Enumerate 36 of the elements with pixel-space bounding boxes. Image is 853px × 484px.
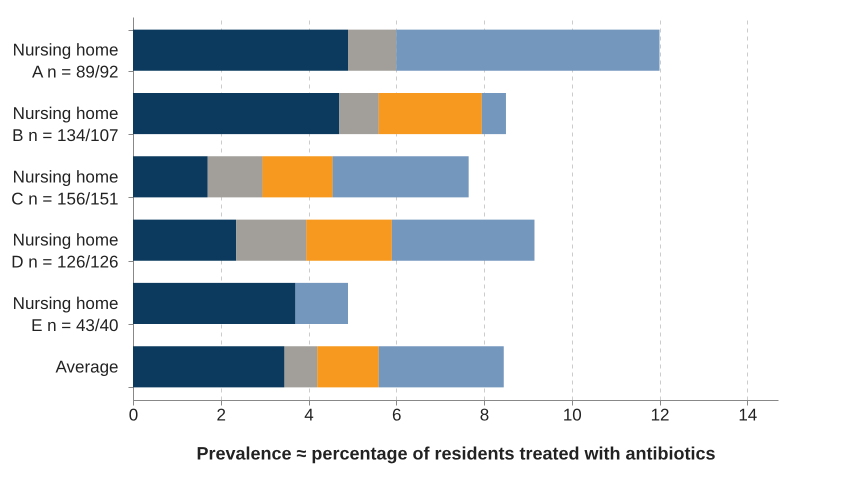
bar — [378, 92, 482, 134]
bar — [295, 282, 348, 324]
bar — [236, 220, 306, 261]
x-axis-title: Prevalence ≈ percentage of residents treated with antibiotics — [196, 444, 716, 464]
x-tick-label: 6 — [392, 406, 402, 424]
bar — [133, 92, 340, 134]
bar — [133, 220, 236, 261]
y-tick-label: Nursing home A n = 89/92 — [12, 40, 118, 82]
x-tick-label: 14 — [738, 406, 758, 424]
bar — [133, 30, 348, 71]
bar — [133, 156, 208, 198]
bar — [339, 92, 379, 134]
y-tick-label: Nursing home D n = 126/126 — [11, 230, 118, 272]
bar — [396, 30, 660, 71]
bar — [262, 156, 333, 198]
x-tick-label: 12 — [650, 406, 670, 424]
bar — [378, 346, 504, 388]
y-tick-label: Nursing home C n = 156/151 — [11, 167, 118, 208]
bar — [392, 220, 534, 261]
y-tick-label: Nursing home B n = 134/107 — [12, 104, 118, 146]
bar — [317, 346, 379, 388]
x-tick-label: 0 — [128, 406, 138, 424]
bar — [332, 156, 469, 198]
bar — [208, 156, 262, 198]
x-tick-label: 8 — [480, 406, 490, 424]
bar — [133, 282, 296, 324]
bar — [482, 92, 506, 134]
bar — [348, 30, 396, 71]
y-tick-label: Nursing home E n = 43/40 — [12, 294, 118, 335]
bar — [133, 346, 284, 388]
x-tick-label: 2 — [216, 406, 226, 424]
bar — [306, 220, 392, 261]
y-tick-label: Average — [55, 357, 118, 376]
x-tick-label: 10 — [562, 406, 582, 424]
bar — [284, 346, 318, 388]
x-tick-label: 4 — [304, 406, 314, 424]
